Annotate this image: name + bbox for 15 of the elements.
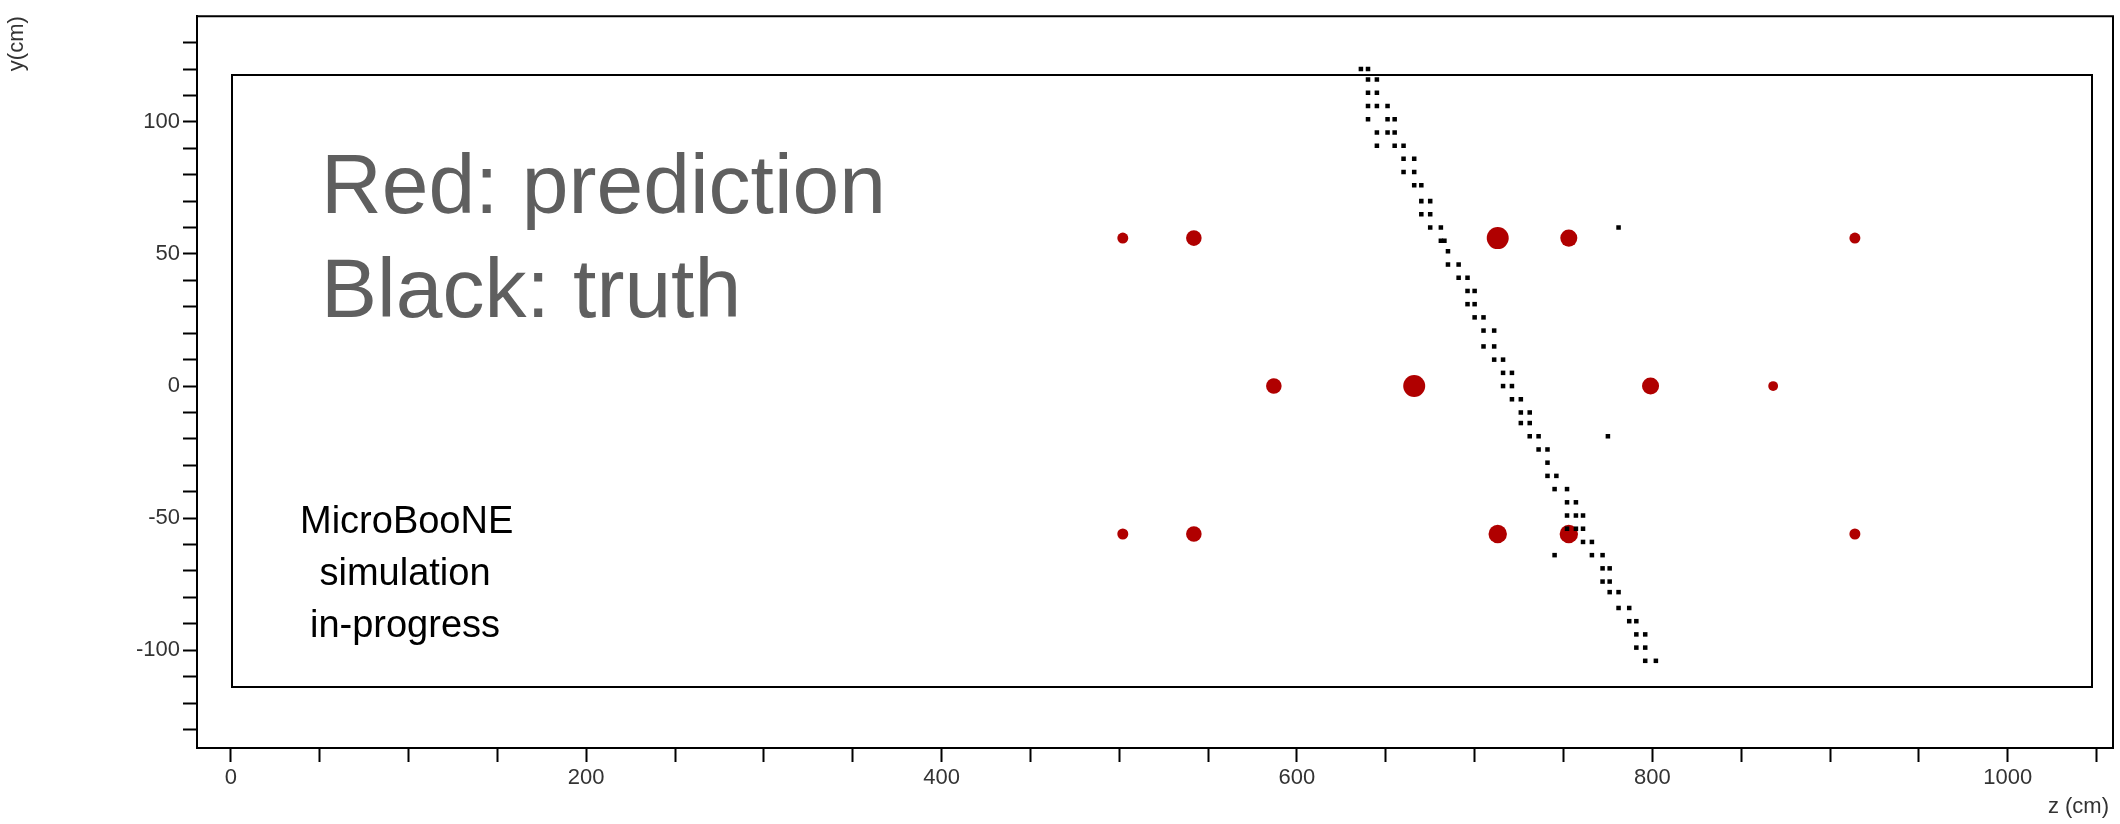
y-tick-label: 0 (167, 372, 180, 398)
x-tick-label: 0 (224, 764, 237, 790)
x-tick-label: 1000 (1983, 764, 2033, 790)
x-tick-label: 800 (1633, 764, 1671, 790)
y-tick-label: 100 (143, 107, 180, 133)
x-tick-label: 600 (1278, 764, 1316, 790)
x-tick-label: 200 (567, 764, 605, 790)
x-axis-title: z (cm) (2047, 792, 2109, 818)
y-tick-label: -100 (135, 636, 180, 662)
annotation: MicroBooNE simulation in-progress (300, 498, 514, 647)
y-axis-title: y(cm) (3, 16, 29, 72)
y-tick-label: 50 (155, 240, 180, 266)
annotation: Red: prediction Black: truth (321, 136, 886, 337)
y-tick-label: -50 (148, 504, 180, 530)
x-tick-label: 400 (923, 764, 960, 790)
